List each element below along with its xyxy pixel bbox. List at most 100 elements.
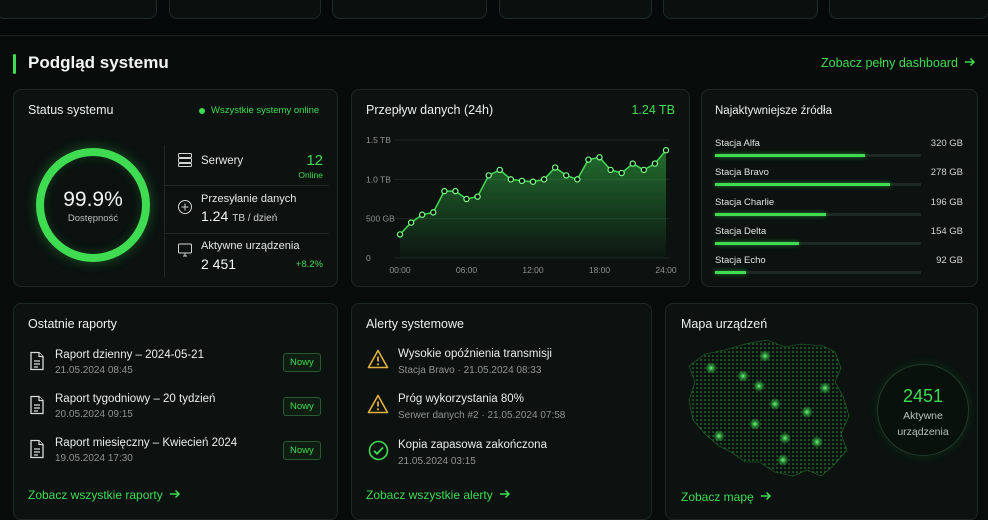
source-bar-fill bbox=[715, 154, 866, 157]
data-point bbox=[662, 147, 670, 154]
server-icon bbox=[177, 152, 193, 173]
top-card-6[interactable] bbox=[829, 0, 988, 19]
alert-title: Wysokie opóźnienia transmisji bbox=[398, 348, 552, 360]
all-alerts-link[interactable]: Zobacz wszystkie alerty bbox=[366, 488, 511, 502]
devices-label: Aktywne urządzenia bbox=[201, 240, 300, 252]
top-card-3[interactable] bbox=[332, 0, 487, 19]
data-point bbox=[574, 176, 581, 183]
x-tick-label: 06:00 bbox=[456, 265, 478, 275]
recent-reports-title: Ostatnie raporty bbox=[28, 317, 117, 331]
all-reports-link[interactable]: Zobacz wszystkie raporty bbox=[28, 488, 181, 502]
full-dashboard-link[interactable]: Zobacz pełny dashboard bbox=[821, 56, 976, 70]
source-value: 196 GB bbox=[930, 196, 963, 208]
upload-icon bbox=[177, 199, 193, 220]
status-dot-icon bbox=[199, 107, 205, 114]
full-dashboard-link-label: Zobacz pełny dashboard bbox=[821, 56, 958, 70]
servers-label: Serwery bbox=[201, 155, 244, 167]
report-title: Raport tygodniowy – 20 tydzień bbox=[55, 393, 216, 405]
data-point bbox=[485, 172, 492, 179]
document-icon bbox=[29, 395, 45, 420]
source-name: Stacja Charlie bbox=[715, 196, 775, 208]
data-point bbox=[418, 211, 426, 218]
document-icon bbox=[29, 439, 45, 464]
top-card-4[interactable] bbox=[499, 0, 652, 19]
status-divider-1 bbox=[165, 185, 329, 186]
source-bar-track bbox=[715, 183, 921, 187]
new-badge: Nowy bbox=[283, 441, 321, 460]
data-point bbox=[441, 187, 448, 195]
section-title: Podgląd systemu bbox=[28, 53, 169, 72]
status-vertical-divider bbox=[164, 145, 165, 277]
y-tick-label: 1.0 TB bbox=[366, 174, 391, 184]
data-point bbox=[651, 160, 659, 167]
active-devices-circle bbox=[877, 364, 969, 456]
servers-sub: Online bbox=[298, 170, 323, 180]
top-sources-title: Najaktywniejsze źródła bbox=[715, 105, 832, 117]
alert-title: Próg wykorzystania 80% bbox=[398, 393, 524, 405]
status-divider-2 bbox=[165, 233, 329, 234]
servers-value: 12 bbox=[306, 152, 323, 169]
y-tick-label: 1.5 TB bbox=[366, 135, 391, 145]
x-tick-label: 00:00 bbox=[389, 265, 411, 275]
source-bar-fill bbox=[715, 183, 891, 187]
alert-sub: Stacja Bravo · 21.05.2024 08:33 bbox=[398, 365, 542, 376]
data-point bbox=[496, 166, 503, 174]
all-alerts-link-label: Zobacz wszystkie alerty bbox=[366, 488, 493, 502]
source-name: Stacja Alfa bbox=[715, 138, 760, 149]
data-point bbox=[585, 156, 592, 163]
report-date: 20.05.2024 09:15 bbox=[55, 409, 133, 420]
data-point bbox=[463, 195, 470, 203]
devices-change: +8.2% bbox=[295, 259, 323, 270]
data-point bbox=[430, 209, 437, 216]
report-date: 21.05.2024 08:45 bbox=[55, 365, 133, 376]
x-tick-label: 18:00 bbox=[589, 265, 611, 275]
poland-outline bbox=[688, 339, 850, 477]
source-bar-track bbox=[715, 241, 921, 245]
arrow-right-icon bbox=[169, 488, 181, 502]
x-tick-label: 12:00 bbox=[522, 265, 544, 275]
map-link[interactable]: Zobacz mapę bbox=[681, 490, 772, 504]
data-point bbox=[563, 172, 570, 179]
new-badge: Nowy bbox=[283, 397, 321, 416]
online-status: Wszystkie systemy online bbox=[199, 105, 319, 116]
active-devices-label-2: urządzenia bbox=[897, 426, 949, 438]
data-point bbox=[474, 193, 481, 200]
arrow-right-icon bbox=[499, 488, 511, 502]
y-tick-label: 0 bbox=[366, 253, 371, 263]
transfer-label: Przesyłanie danych bbox=[201, 193, 297, 205]
data-point bbox=[607, 166, 614, 174]
online-status-label: Wszystkie systemy online bbox=[211, 105, 320, 116]
top-card-2[interactable] bbox=[169, 0, 321, 19]
series-area bbox=[400, 150, 666, 258]
device-map-title: Mapa urządzeń bbox=[681, 317, 768, 331]
data-point bbox=[396, 231, 404, 238]
uptime-label: Dostępność bbox=[67, 213, 119, 224]
transfer-value-row: 1.24 TB / dzień bbox=[201, 208, 277, 224]
source-value: 320 GB bbox=[930, 138, 963, 149]
arrow-right-icon bbox=[964, 56, 976, 70]
document-icon bbox=[29, 351, 45, 376]
data-point bbox=[540, 176, 548, 183]
alert-title: Kopia zapasowa zakończona bbox=[398, 439, 547, 451]
warning-icon bbox=[367, 394, 389, 419]
report-title: Raport dzienny – 2024-05-21 bbox=[55, 349, 204, 361]
top-card-1[interactable] bbox=[0, 0, 157, 19]
warning-icon bbox=[367, 349, 389, 374]
data-flow-chart: 1.5 TB 1.0 TB 500 GB 0 00:00 06:00 12:00 18:00 2… bbox=[366, 135, 677, 275]
data-point bbox=[551, 164, 559, 171]
active-devices-label-1: Aktywne bbox=[903, 410, 943, 422]
new-badge: Nowy bbox=[283, 353, 321, 372]
system-status-title: Status systemu bbox=[28, 103, 114, 117]
uptime-ring bbox=[36, 148, 150, 262]
poland-map[interactable] bbox=[683, 338, 863, 483]
source-name: Stacja Echo bbox=[715, 255, 766, 267]
data-point bbox=[629, 160, 636, 167]
source-bar-track bbox=[715, 154, 921, 157]
all-reports-link-label: Zobacz wszystkie raporty bbox=[28, 488, 163, 502]
source-bar-track bbox=[715, 212, 921, 216]
devices-value: 2 451 bbox=[201, 256, 237, 272]
source-value: 92 GB bbox=[936, 255, 963, 267]
data-point bbox=[529, 178, 537, 185]
alert-sub: Serwer danych #2 · 21.05.2024 07:58 bbox=[398, 410, 566, 421]
top-card-5[interactable] bbox=[663, 0, 818, 19]
